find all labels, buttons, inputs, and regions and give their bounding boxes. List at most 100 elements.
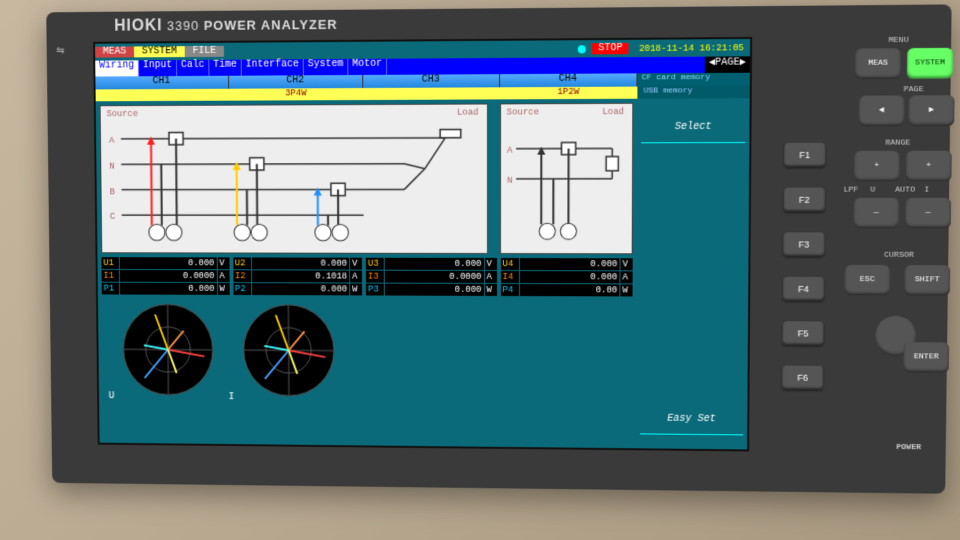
p1-value: 0.000 <box>120 283 217 295</box>
menu-time[interactable]: Time <box>209 60 242 76</box>
p2-label: P2 <box>233 283 251 295</box>
softkey-4[interactable] <box>640 288 744 319</box>
range-minus-i[interactable]: — <box>905 198 951 229</box>
tab-file[interactable]: FILE <box>185 46 224 57</box>
u2-unit: V <box>350 258 362 270</box>
menu-input[interactable]: Input <box>139 61 177 77</box>
readouts: U10.000V I10.0000A P10.000W U20.000V I20… <box>97 257 636 296</box>
menu-calc[interactable]: Calc <box>177 60 209 76</box>
p1-label: P1 <box>102 283 119 295</box>
u3-label: U3 <box>366 258 384 270</box>
i1-label: I1 <box>101 270 119 282</box>
softkey-easyset[interactable]: Easy Set <box>640 404 743 435</box>
p4-label: P4 <box>500 284 518 296</box>
svg-text:N: N <box>507 176 512 186</box>
u1-unit: V <box>217 258 229 270</box>
u3-unit: V <box>485 258 497 270</box>
f2-button[interactable]: F2 <box>784 188 825 212</box>
product: POWER ANALYZER <box>204 17 338 33</box>
device-shell: HIOKI 3390 POWER ANALYZER ⇋ MEAS SYSTEM … <box>46 4 951 493</box>
lcd-screen: MEAS SYSTEM FILE STOP 2018-11-14 16:21:0… <box>93 37 752 452</box>
vector-u-label: U <box>109 391 115 402</box>
menu-motor[interactable]: Motor <box>348 59 387 75</box>
brand: HIOKI <box>114 17 162 34</box>
p3-label: P3 <box>366 284 384 296</box>
wiring-diagram-1p2w: Source Load <box>499 103 633 255</box>
system-button[interactable]: SYSTEM <box>907 48 953 79</box>
usb-icon: ⇋ <box>56 42 64 59</box>
tab-meas[interactable]: MEAS <box>95 47 134 58</box>
ch2: CH2 <box>229 75 364 89</box>
softkey-2[interactable] <box>641 171 745 201</box>
meas-button[interactable]: MEAS <box>855 48 901 79</box>
i4-unit: A <box>620 272 632 284</box>
enter-button[interactable]: ENTER <box>903 342 949 373</box>
i-label: I <box>924 185 929 194</box>
ch3: CH3 <box>363 74 499 88</box>
svg-text:B: B <box>109 186 115 197</box>
power-label: POWER <box>896 443 921 452</box>
load-label: Load <box>457 108 479 118</box>
range-plus-u[interactable]: + <box>854 151 900 182</box>
menu-label: MENU <box>889 36 909 45</box>
vector-diagrams: U I <box>98 295 637 413</box>
cursor-label: CURSOR <box>884 251 914 260</box>
readout-ch3: U30.000V I30.0000A P30.000W <box>366 258 497 296</box>
i1-unit: A <box>217 270 229 282</box>
menu-interface[interactable]: Interface <box>242 60 304 76</box>
f1-button[interactable]: F1 <box>784 143 825 168</box>
vector-i <box>240 301 338 400</box>
u1-label: U1 <box>101 257 119 269</box>
wiring-diagram-3p4w: Source Load <box>100 103 488 254</box>
main-area: Source Load <box>96 98 750 449</box>
i2-value: 0.1018 <box>251 271 349 283</box>
i3-label: I3 <box>366 271 384 283</box>
i2-unit: A <box>350 271 362 283</box>
ch4: CH4 <box>500 73 638 87</box>
u3-value: 0.000 <box>385 258 484 270</box>
range-minus-u[interactable]: — <box>853 198 899 229</box>
i4-value: 0.000 <box>519 271 619 283</box>
p2-unit: W <box>350 284 362 296</box>
source-label: Source <box>106 109 138 119</box>
u-label: U <box>870 186 875 195</box>
u1-value: 0.000 <box>120 257 217 269</box>
range-plus-i[interactable]: + <box>906 151 952 182</box>
u4-value: 0.000 <box>519 258 619 270</box>
vector-i-label: I <box>229 392 235 403</box>
tab-system[interactable]: SYSTEM <box>134 46 185 57</box>
esc-button[interactable]: ESC <box>844 265 890 296</box>
p3-unit: W <box>485 284 497 296</box>
page-right-button[interactable]: ▶ <box>908 95 954 126</box>
svg-text:N: N <box>109 160 114 171</box>
p4-value: 0.00 <box>519 284 619 296</box>
u2-value: 0.000 <box>251 258 349 270</box>
readout-ch1: U10.000V I10.0000A P10.000W <box>101 257 229 295</box>
f3-button[interactable]: F3 <box>783 232 824 256</box>
page-indicator[interactable]: ◀PAGE▶ <box>705 57 750 73</box>
p2-value: 0.000 <box>252 283 350 295</box>
menu-wiring[interactable]: Wiring <box>95 61 139 77</box>
f4-button[interactable]: F4 <box>783 277 824 301</box>
datetime: 2018-11-14 16:21:05 <box>639 43 744 54</box>
svg-text:C: C <box>110 211 116 222</box>
hardware-panel: MENU MEAS SYSTEM PAGE ◀ ▶ F1 F2 F3 F4 F5… <box>761 35 951 483</box>
model: 3390 <box>167 18 199 33</box>
i3-value: 0.0000 <box>385 271 484 283</box>
f6-button[interactable]: F6 <box>782 366 823 390</box>
svg-text:A: A <box>109 135 115 146</box>
wiring-right: 1P2W <box>500 87 638 99</box>
softkey-select[interactable]: Select <box>641 112 745 143</box>
page-left-button[interactable]: ◀ <box>859 95 905 126</box>
page-label: PAGE <box>904 85 924 94</box>
svg-text:A: A <box>507 146 513 156</box>
p3-value: 0.000 <box>385 284 484 296</box>
shift-button[interactable]: SHIFT <box>904 265 950 296</box>
menu-system[interactable]: System <box>304 59 349 75</box>
f5-button[interactable]: F5 <box>783 321 824 345</box>
load-label-2: Load <box>602 107 624 117</box>
softkey-5[interactable] <box>640 347 744 378</box>
i4-label: I4 <box>500 271 518 283</box>
i1-value: 0.0000 <box>120 270 217 282</box>
softkey-3[interactable] <box>641 230 745 260</box>
